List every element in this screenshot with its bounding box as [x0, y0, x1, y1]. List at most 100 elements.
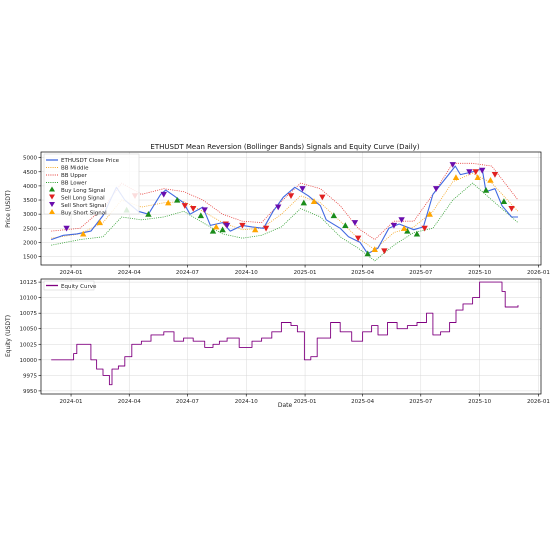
buy-short-marker-0	[79, 230, 87, 237]
equity-ytick-label-2: 10000	[20, 358, 38, 364]
price-xtick-label-7: 2025-10	[468, 270, 491, 276]
legend-sell-long: Sell Long Signal	[61, 196, 105, 202]
equity-xtick-label-5: 2025-04	[351, 399, 374, 405]
price-legend-box	[43, 153, 140, 215]
buy-short-marker-2	[165, 199, 172, 206]
sell-short-marker-10	[449, 162, 456, 168]
equity-y-axis-label: Equity (USDT)	[5, 315, 12, 357]
price-axes-frame	[40, 151, 542, 266]
price-line	[51, 165, 518, 255]
buy-long-marker-8	[342, 222, 349, 229]
sell-short-marker-2	[201, 207, 208, 214]
sell-short-marker-8	[398, 217, 405, 223]
equity-grid	[41, 279, 541, 394]
bb-lower-line	[51, 182, 519, 262]
buy-short-marker-1	[96, 219, 104, 226]
legend-bb-upper: BB Upper	[61, 173, 88, 179]
price-xtick-label-8: 2026-01	[527, 270, 550, 276]
price-y-ticks: 1500 2000 2500 3000 3500 4000 4500 5000	[23, 156, 41, 261]
price-x-ticks: 2024-01 2024-04 2024-07 2024-10 2025-01 2025-…	[60, 265, 550, 276]
price-ytick-label-0: 1500	[23, 255, 37, 261]
price-ytick-label-7: 5000	[23, 156, 37, 162]
sell-long-marker-2	[189, 205, 197, 212]
sell-long-marker-7	[319, 194, 326, 201]
bb-upper-line	[51, 162, 519, 240]
equity-ytick-label-6: 10100	[20, 296, 38, 302]
sell-short-marker-12	[478, 167, 486, 174]
equity-ytick-label-1: 9975	[23, 373, 37, 379]
buy-short-marker-8	[426, 210, 433, 217]
buy-long-marker-13	[500, 198, 508, 204]
legend-sell-short-icon	[49, 202, 55, 207]
buy-long-marker-7	[330, 212, 338, 219]
sell-long-marker-6	[287, 193, 295, 199]
buy-short-marker-9	[452, 174, 460, 180]
equity-ytick-label-4: 10050	[20, 327, 38, 333]
equity-x-axis-label: Date	[278, 402, 293, 409]
sell-long-marker-13	[508, 205, 515, 212]
buy-short-marker-10	[474, 174, 481, 180]
buy-long-marker-2	[173, 196, 181, 203]
buy-short-marker-3	[212, 223, 220, 230]
sell-long-marker-1	[181, 203, 189, 209]
legend-buy-long-icon	[49, 186, 55, 192]
price-xtick-label-1: 2024-04	[118, 270, 141, 276]
legend-buy-short-icon	[49, 209, 55, 214]
sell-short-marker-6	[351, 220, 359, 226]
legend-sell-long-icon	[49, 194, 55, 200]
buy-long-marker-1	[145, 210, 152, 217]
equity-xtick-label-0: 2024-01	[60, 399, 83, 405]
equity-xtick-label-8: 2026-01	[527, 399, 550, 405]
legend-sell-short: Sell Short Signal	[61, 203, 107, 209]
legend-buy-short: Buy Short Signal	[61, 211, 107, 217]
equity-legend: Equity Curve	[43, 280, 97, 291]
sell-short-marker-7	[390, 222, 398, 229]
price-legend: ETHUSDT Close Price BB Middle BB Upper B…	[43, 153, 140, 217]
buy-short-marker-11	[487, 177, 494, 183]
sell-long-marker-5	[262, 225, 270, 232]
buy-long-marker-6	[300, 199, 307, 206]
price-y-axis-label: Price (USDT)	[5, 190, 12, 228]
equity-xtick-label-3: 2024-10	[235, 399, 258, 405]
equity-line	[51, 281, 519, 386]
sell-short-marker-9	[432, 186, 440, 192]
equity-curve-line	[51, 281, 519, 386]
price-xtick-label-0: 2024-01	[60, 270, 83, 276]
buy-short-marker-4	[251, 226, 259, 233]
sell-long-marker-8	[354, 235, 362, 242]
legend-bb-lower: BB Lower	[61, 181, 88, 187]
buy-long-marker-5	[219, 226, 226, 233]
equity-xtick-label-2: 2024-07	[176, 399, 199, 405]
price-ytick-label-2: 2500	[23, 226, 37, 232]
legend-equity-curve: Equity Curve	[61, 284, 97, 290]
equity-legend-box	[43, 280, 95, 291]
buy-short-marker-7	[400, 225, 408, 231]
buy-long-marker-9	[364, 250, 371, 257]
price-xtick-label-6: 2025-07	[409, 270, 432, 276]
equity-xtick-label-7: 2025-10	[468, 399, 491, 405]
equity-xtick-label-1: 2024-04	[118, 399, 141, 405]
equity-ytick-label-0: 9950	[23, 389, 37, 395]
equity-axes-frame	[40, 278, 542, 395]
buy-long-marker-4	[209, 227, 217, 234]
sell-long-marker-4	[239, 222, 246, 229]
price-xtick-label-5: 2025-04	[351, 270, 374, 276]
sell-long-marker-11	[472, 169, 479, 175]
sell-short-marker-0	[63, 225, 70, 232]
equity-xtick-label-4: 2025-01	[294, 399, 317, 405]
price-ytick-label-6: 4500	[23, 170, 37, 176]
buy-long-marker-10	[404, 227, 411, 234]
equity-xtick-label-6: 2025-07	[409, 399, 432, 405]
equity-x-ticks: 2024-01 2024-04 2024-07 2024-10 2025-01 2025-…	[60, 394, 550, 405]
price-xtick-label-3: 2024-10	[235, 270, 258, 276]
equity-y-ticks: 9950 9975 10000 10025 10050 10075 10100 10125	[20, 280, 41, 395]
sell-long-marker-9	[381, 248, 388, 255]
buy-long-marker-3	[197, 212, 205, 219]
sell-long-marker-12	[491, 172, 499, 178]
legend-close-price: ETHUSDT Close Price	[61, 158, 120, 164]
price-ytick-label-3: 3000	[23, 212, 37, 218]
price-ytick-label-4: 3500	[23, 198, 37, 204]
close-price-line	[51, 165, 518, 255]
sell-short-marker-5	[299, 186, 306, 192]
